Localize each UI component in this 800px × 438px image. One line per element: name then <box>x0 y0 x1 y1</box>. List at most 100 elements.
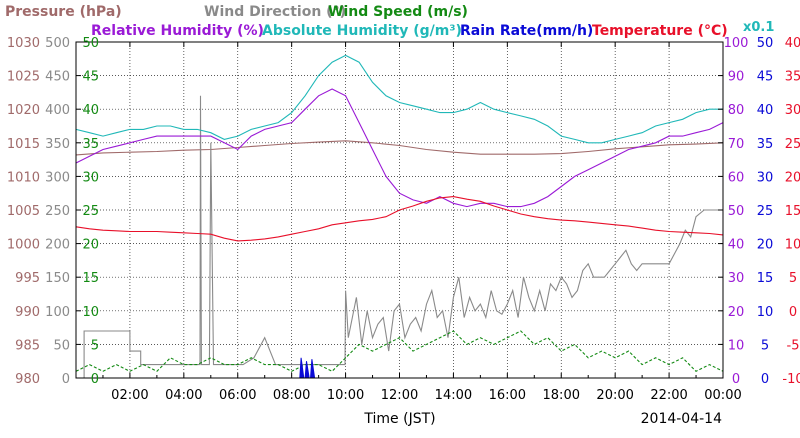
y-tick-label: 30 <box>82 170 99 185</box>
y-tick-label: -5 <box>787 338 800 353</box>
legend-entry: Temperature (°C) <box>592 23 728 39</box>
y-tick-label: 1020 <box>7 103 40 118</box>
y-tick-label: 100 <box>45 305 70 320</box>
y-tick-label: 25 <box>785 137 800 152</box>
y-tick-label: 150 <box>45 271 70 286</box>
axes: 02:00 04:00 06:00 08:00 10:00 12:00 14:00 16:00… <box>7 36 800 427</box>
y-tick-label: 50 <box>53 338 70 353</box>
y-tick-label: 450 <box>45 70 70 85</box>
x-tick-label: 12:00 <box>381 388 418 403</box>
y-tick-label: 30 <box>785 103 800 118</box>
y-tick-label: 15 <box>757 271 774 286</box>
x-tick-label: 02:00 <box>111 388 148 403</box>
y-tick-label: 100 <box>724 36 749 51</box>
legend-entry: Wind Speed (m/s) <box>328 4 468 20</box>
y-tick-label: 1005 <box>7 204 40 219</box>
y-tick-label: 5 <box>761 338 769 353</box>
y-tick-label: -10 <box>782 372 800 387</box>
y-tick-label: 25 <box>82 204 99 219</box>
y-tick-label: 50 <box>728 204 745 219</box>
y-tick-label: 45 <box>82 70 99 85</box>
y-tick-label: 10 <box>82 305 99 320</box>
legend-scale-note: x0.1 <box>743 20 774 35</box>
y-tick-label: 500 <box>45 36 70 51</box>
y-tick-label: 350 <box>45 137 70 152</box>
y-tick-label: 400 <box>45 103 70 118</box>
y-tick-label: 0 <box>789 305 797 320</box>
y-tick-label: 5 <box>91 338 99 353</box>
y-tick-label: 1010 <box>7 170 40 185</box>
series-relative-humidity <box>75 88 724 208</box>
y-tick-label: 1030 <box>7 36 40 51</box>
legend-entry: Rain Rate(mm/h) <box>460 23 593 39</box>
y-tick-label: 0 <box>91 372 99 387</box>
x-tick-label: 04:00 <box>165 388 202 403</box>
x-tick-label: 06:00 <box>219 388 256 403</box>
y-tick-label: 10 <box>785 238 800 253</box>
y-tick-label: 50 <box>757 36 774 51</box>
y-tick-label: 1015 <box>7 137 40 152</box>
y-tick-label: 20 <box>757 238 774 253</box>
y-tick-label: 40 <box>757 103 774 118</box>
y-tick-label: 1025 <box>7 70 40 85</box>
legend-entry: Pressure (hPa) <box>5 4 122 20</box>
y-tick-label: 1000 <box>7 238 40 253</box>
y-tick-label: 35 <box>757 137 774 152</box>
x-tick-label: 00:00 <box>704 388 741 403</box>
x-tick-label: 16:00 <box>489 388 526 403</box>
y-tick-label: 10 <box>728 338 745 353</box>
y-tick-label: 985 <box>15 338 40 353</box>
y-tick-label: 40 <box>785 36 800 51</box>
y-tick-label: 35 <box>785 70 800 85</box>
x-tick-label: 14:00 <box>435 388 472 403</box>
date-label: 2014-04-14 <box>641 411 722 427</box>
y-tick-label: 980 <box>15 372 40 387</box>
y-tick-label: 30 <box>728 271 745 286</box>
x-tick-label: 08:00 <box>273 388 310 403</box>
y-tick-label: 5 <box>789 271 797 286</box>
series-layer <box>75 54 724 379</box>
y-tick-label: 200 <box>45 238 70 253</box>
y-tick-label: 50 <box>82 36 99 51</box>
y-tick-label: 250 <box>45 204 70 219</box>
series-pressure-hpa <box>75 140 724 156</box>
y-tick-label: 35 <box>82 137 99 152</box>
y-tick-label: 30 <box>757 170 774 185</box>
series-wind-speed-m-s <box>75 330 724 372</box>
x-tick-label: 20:00 <box>596 388 633 403</box>
legend-entry: Relative Humidity (%) <box>91 23 264 39</box>
series-wind-direction <box>76 95 723 379</box>
series-temperature-c <box>75 196 724 242</box>
y-tick-label: 70 <box>728 137 745 152</box>
legend-entry: Absolute Humidity (g/m³) <box>262 23 462 39</box>
y-tick-label: 20 <box>785 170 800 185</box>
x-tick-label: 18:00 <box>543 388 580 403</box>
y-tick-label: 0 <box>761 372 769 387</box>
y-tick-label: 80 <box>728 103 745 118</box>
series-rain-rate <box>299 357 316 379</box>
y-tick-label: 20 <box>728 305 745 320</box>
y-tick-label: 10 <box>757 305 774 320</box>
y-tick-label: 300 <box>45 170 70 185</box>
x-tick-label: 22:00 <box>650 388 687 403</box>
x-tick-label: 10:00 <box>327 388 364 403</box>
y-tick-label: 990 <box>15 305 40 320</box>
x-axis-title: Time (JST) <box>363 411 435 427</box>
y-tick-label: 40 <box>728 238 745 253</box>
y-tick-label: 25 <box>757 204 774 219</box>
y-tick-label: 15 <box>785 204 800 219</box>
y-tick-label: 0 <box>732 372 740 387</box>
y-tick-label: 20 <box>82 238 99 253</box>
y-tick-label: 0 <box>62 372 70 387</box>
y-tick-label: 995 <box>15 271 40 286</box>
series-absolute-humidity-g-m <box>75 54 723 144</box>
legend: Pressure (hPa) Wind Direction (°)Wind Spe… <box>5 4 774 39</box>
y-tick-label: 45 <box>757 70 774 85</box>
y-tick-label: 90 <box>728 70 745 85</box>
y-tick-label: 60 <box>728 170 745 185</box>
legend-entry: Wind Direction (°) <box>204 4 346 20</box>
y-tick-label: 40 <box>82 103 99 118</box>
y-tick-label: 15 <box>82 271 99 286</box>
